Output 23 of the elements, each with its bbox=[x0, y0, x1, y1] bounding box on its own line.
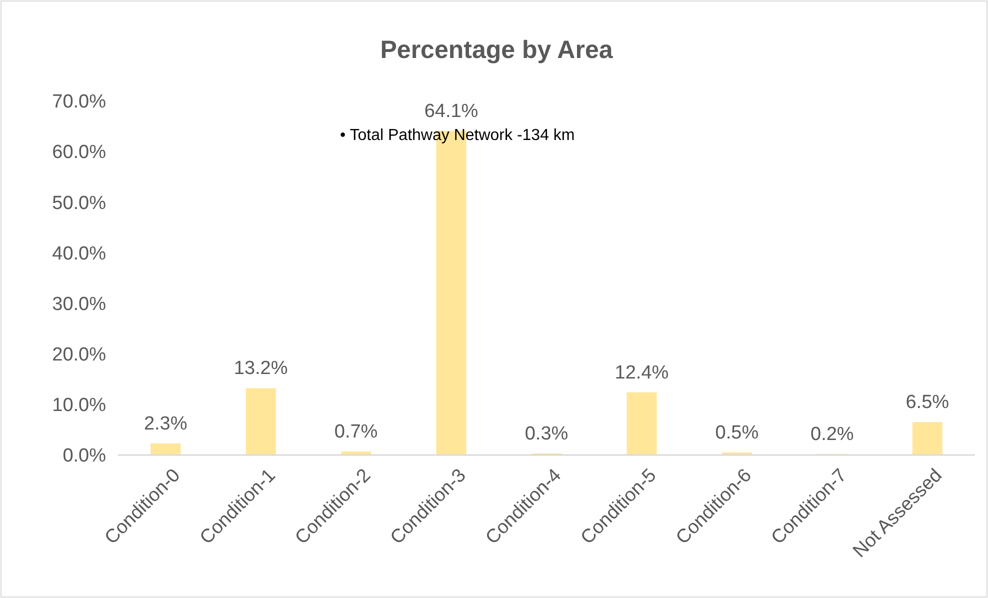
data-label: 0.5% bbox=[715, 422, 759, 444]
y-tick-label: 0.0% bbox=[62, 446, 106, 467]
y-tick-label: 70.0% bbox=[52, 92, 106, 113]
chart-title: Percentage by Area bbox=[380, 36, 614, 64]
y-tick-label: 50.0% bbox=[52, 192, 106, 214]
bar bbox=[150, 443, 181, 455]
data-label: 13.2% bbox=[234, 358, 288, 380]
y-tick-label: 10.0% bbox=[52, 395, 106, 416]
data-label: 2.3% bbox=[144, 413, 188, 434]
bar bbox=[246, 388, 276, 455]
annotation: • Total Pathway Network -134 km bbox=[340, 127, 575, 144]
data-label: 0.7% bbox=[334, 421, 378, 442]
bar bbox=[626, 392, 657, 455]
data-label: 0.2% bbox=[810, 424, 854, 445]
y-tick-label: 20.0% bbox=[52, 344, 106, 366]
data-label: 12.4% bbox=[614, 362, 669, 384]
data-label: 64.1% bbox=[424, 100, 478, 122]
bar bbox=[912, 422, 942, 455]
data-label: 0.3% bbox=[524, 423, 568, 444]
y-tick-label: 40.0% bbox=[52, 243, 106, 264]
data-label: 6.5% bbox=[906, 392, 950, 414]
y-tick-label: 30.0% bbox=[52, 294, 106, 315]
y-tick-label: 60.0% bbox=[52, 142, 106, 164]
